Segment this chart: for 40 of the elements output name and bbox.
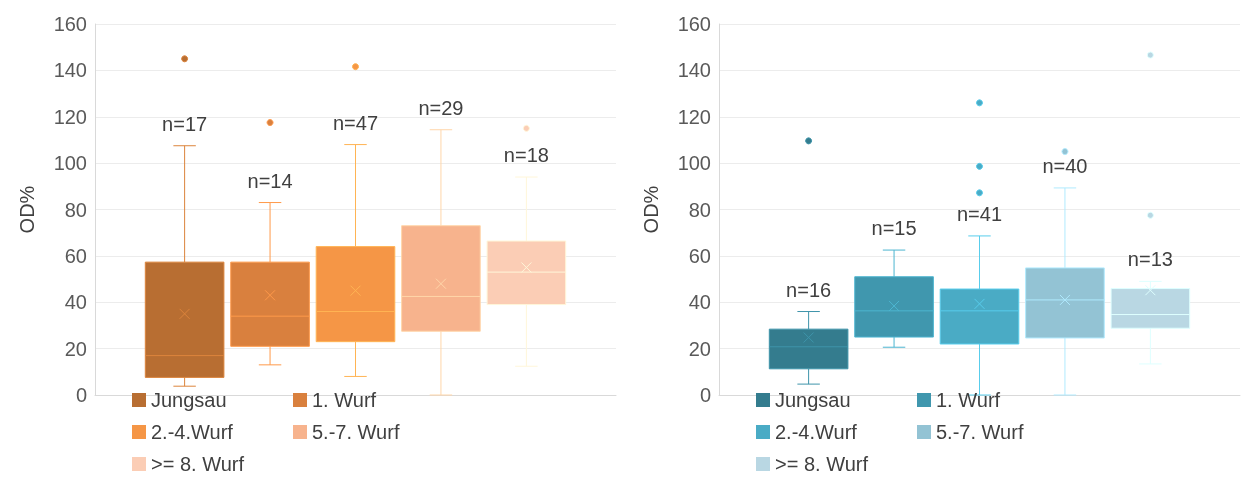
- y-tick-label: 120: [53, 105, 87, 128]
- legend-label: Jungsau: [775, 389, 851, 411]
- legend-label: Jungsau: [151, 389, 227, 411]
- legend-label: 2.-4.Wurf: [151, 421, 234, 443]
- legend-label: 5.-7. Wurf: [936, 421, 1024, 443]
- y-tick-label: 80: [64, 198, 87, 221]
- y-tick-label: 160: [53, 13, 87, 35]
- legend-label: 2.-4.Wurf: [775, 421, 858, 443]
- legend-label: 1. Wurf: [312, 389, 377, 411]
- y-tick-label: 140: [53, 59, 87, 82]
- y-tick-label: 60: [64, 244, 87, 267]
- annotation: n=13: [1127, 248, 1173, 271]
- y-tick-label: 100: [677, 152, 711, 175]
- y-axis-title: OD%: [640, 185, 662, 234]
- y-tick-label: 120: [677, 105, 711, 128]
- annotation: n=18: [503, 144, 549, 167]
- legend-label: >= 8. Wurf: [775, 453, 869, 475]
- annotation: n=17: [162, 112, 208, 135]
- annotation: n=47: [332, 111, 379, 134]
- annotation: n=40: [1042, 154, 1088, 177]
- annotation: n=16: [786, 278, 832, 301]
- legend-label: >= 8. Wurf: [151, 453, 245, 475]
- y-axis-title: OD%: [16, 185, 38, 234]
- legend-label: 5.-7. Wurf: [312, 421, 400, 443]
- y-tick-label: 100: [53, 152, 87, 175]
- annotation: n=41: [956, 202, 1003, 225]
- annotation: n=15: [871, 217, 917, 240]
- y-tick-label: 140: [677, 59, 711, 82]
- legend-label: 1. Wurf: [936, 389, 1001, 411]
- y-tick-label: 0: [699, 384, 711, 406]
- y-tick-label: 20: [688, 337, 711, 360]
- y-tick-label: 60: [688, 244, 711, 267]
- y-tick-label: 0: [75, 384, 87, 406]
- y-tick-label: 160: [677, 13, 711, 35]
- y-tick-label: 40: [64, 291, 87, 314]
- annotation: n=14: [247, 169, 293, 192]
- y-tick-label: 20: [64, 337, 87, 360]
- annotation: n=29: [418, 96, 464, 119]
- y-tick-label: 80: [688, 198, 711, 221]
- y-tick-label: 40: [688, 291, 711, 314]
